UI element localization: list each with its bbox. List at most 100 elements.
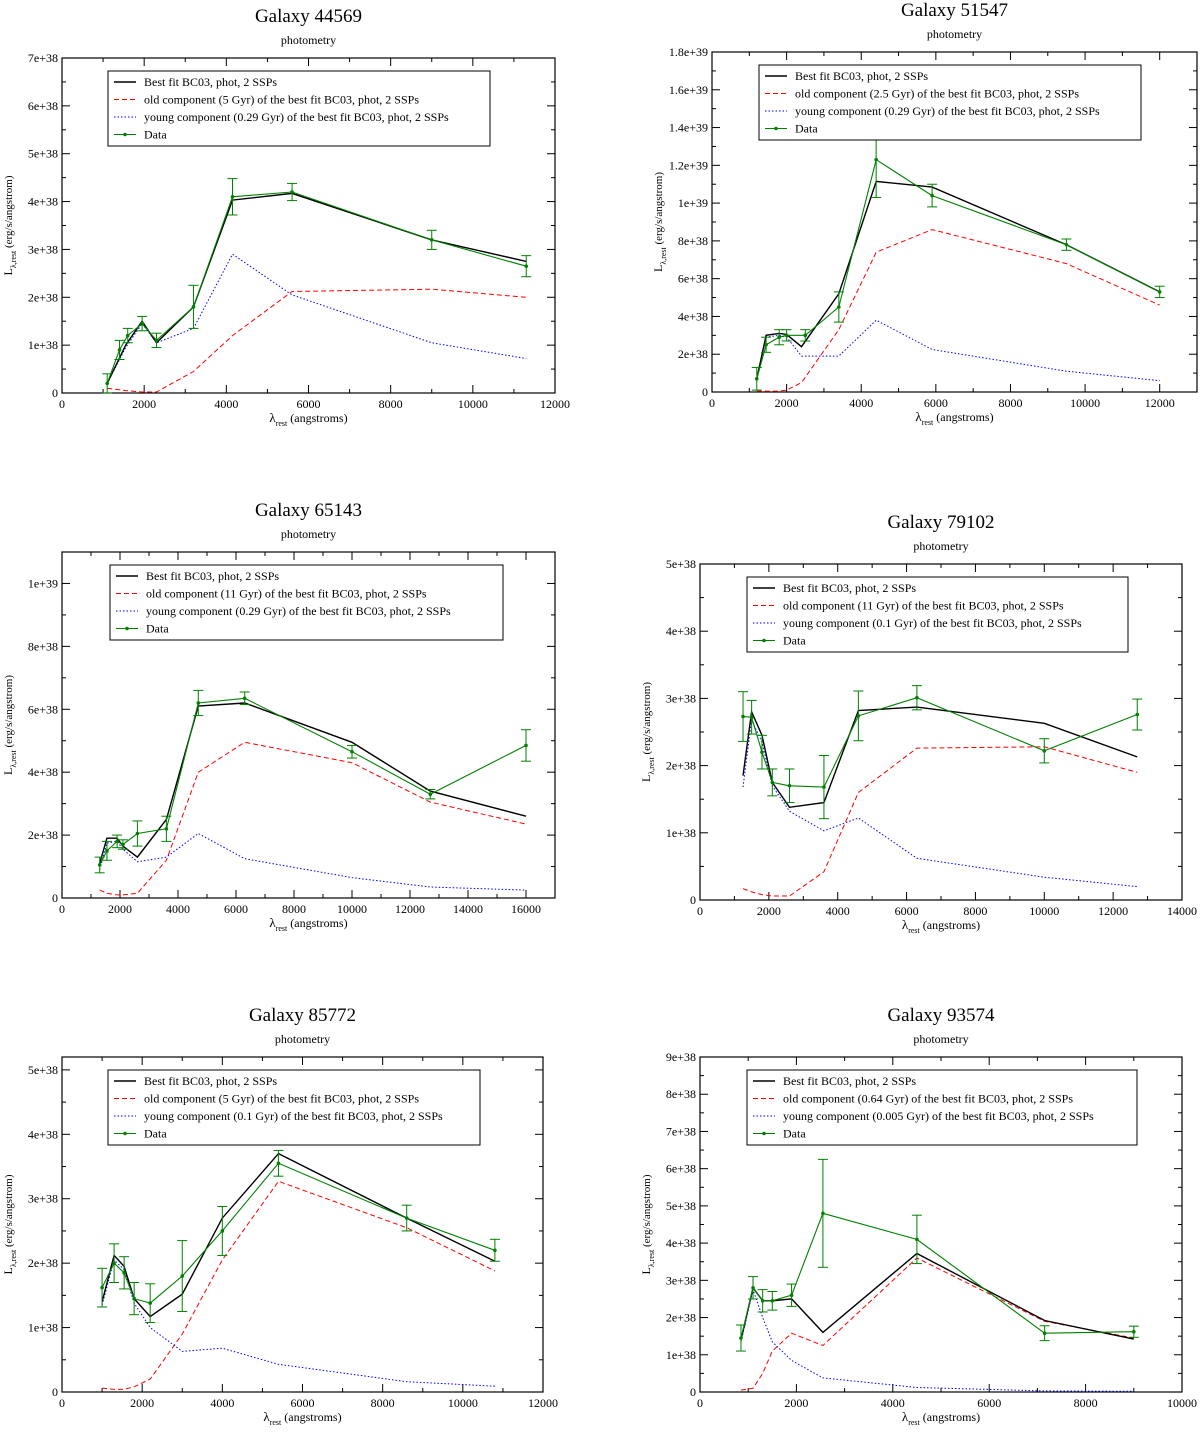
data-point	[915, 1237, 919, 1242]
legend-label: young component (0.1 Gyr) of the best fi…	[783, 616, 1082, 630]
plot-frame	[61, 551, 556, 899]
x-tick-label: 14000	[453, 902, 483, 916]
data-point	[105, 381, 109, 386]
y-tick-label: 9e+38	[666, 1050, 696, 1064]
chart-subtitle: photometry	[913, 1032, 968, 1046]
x-tick-label: 10000	[1029, 904, 1059, 918]
data-point	[803, 333, 808, 338]
chart-panel-5: Galaxy 85772 photometry 0 2000 4000 6000 8000 1…	[1, 1005, 558, 1427]
y-tick-label: 0	[690, 893, 696, 907]
chart-title: Galaxy 79102	[887, 512, 994, 533]
data-point	[770, 1299, 775, 1303]
data-point	[760, 1299, 765, 1303]
y-tick-label: 4e+38	[28, 765, 58, 779]
chart-panel-1: Galaxy 44569 photometry 0 2000 4000 6000 8000 1…	[1, 6, 570, 428]
series-old-component	[740, 1257, 1134, 1391]
series-data	[99, 697, 527, 866]
legend-label: old component (2.5 Gyr) of the best fit …	[795, 87, 1079, 101]
chart-title: Galaxy 51547	[901, 0, 1008, 21]
legend-label: old component (11 Gyr) of the best fit B…	[783, 599, 1064, 613]
x-axis-label: λrest (angstroms)	[269, 915, 347, 933]
chart-panel-3: Galaxy 65143 photometry 0 2000 4000 6000 8000 1…	[1, 500, 556, 933]
legend-box	[758, 64, 1142, 141]
series-best-fit	[106, 192, 527, 384]
series-young-component	[99, 832, 527, 891]
x-axis-label: λrest (angstroms)	[263, 1409, 341, 1427]
legend-label: old component (5 Gyr) of the best fit BC…	[144, 1092, 419, 1106]
legend-label: Best fit BC03, phot, 2 SSPs	[783, 1074, 916, 1088]
legend: Best fit BC03, phot, 2 SSPs old component…	[109, 564, 504, 641]
x-tick-label: 2000	[130, 1396, 154, 1410]
legend-box	[107, 70, 491, 147]
legend-label: Data	[146, 622, 169, 636]
chart-subtitle: photometry	[281, 527, 336, 541]
x-axis-label: λrest (angstroms)	[902, 917, 980, 935]
data-point	[122, 1271, 126, 1275]
data-point	[915, 695, 919, 700]
data-point	[784, 333, 789, 338]
series-data	[756, 158, 1160, 379]
y-tick-label: 7e+38	[28, 51, 58, 65]
legend-label: young component (0.29 Gyr) of the best f…	[795, 104, 1100, 118]
y-tick-label: 3e+38	[666, 1273, 696, 1287]
series-old-component	[756, 229, 1160, 392]
data-point	[749, 715, 754, 720]
legend-marker-data	[774, 126, 778, 131]
data-point	[1132, 1329, 1136, 1334]
legend: Best fit BC03, phot, 2 SSPs old component…	[746, 1069, 1138, 1146]
data-point	[754, 376, 759, 381]
data-point	[787, 783, 792, 788]
x-tick-label: 2000	[132, 397, 156, 411]
y-tick-label: 5e+38	[666, 1199, 696, 1213]
y-tick-label: 1e+38	[28, 1321, 58, 1335]
x-tick-label: 14000	[1167, 904, 1197, 918]
y-tick-label: 1e+38	[666, 826, 696, 840]
y-tick-label: 8e+38	[678, 234, 708, 248]
y-tick-label: 2e+38	[28, 290, 58, 304]
data-point	[112, 1261, 116, 1265]
x-tick-label: 10000	[337, 902, 367, 916]
data-point	[874, 157, 878, 162]
x-tick-label: 0	[59, 902, 65, 916]
x-tick-label: 6000	[224, 902, 248, 916]
y-tick-label: 8e+38	[666, 1087, 696, 1101]
y-tick-label: 0	[690, 1385, 696, 1399]
x-tick-label: 6000	[291, 1396, 315, 1410]
series-old-component	[107, 288, 527, 393]
chart-title: Galaxy 93574	[887, 1005, 995, 1026]
series-old-component	[742, 746, 1138, 897]
y-tick-label: 0	[52, 1385, 58, 1399]
series-young-component	[742, 718, 1138, 888]
data-point	[760, 750, 764, 754]
legend-label: Best fit BC03, phot, 2 SSPs	[144, 75, 277, 89]
legend-label: young component (0.005 Gyr) of the best …	[783, 1109, 1094, 1123]
series-best-fit	[756, 180, 1161, 379]
chart-title: Galaxy 65143	[255, 500, 362, 521]
x-tick-label: 8000	[1074, 1396, 1098, 1410]
x-tick-label: 0	[697, 1396, 703, 1410]
legend-marker-data	[762, 638, 766, 643]
y-axis-label: Lλ,rest (erg/s/angstrom)	[651, 172, 668, 272]
y-tick-label: 6e+38	[678, 272, 708, 286]
legend-label: old component (11 Gyr) of the best fit B…	[146, 587, 427, 601]
series-young-component	[101, 1258, 495, 1387]
data-point	[1135, 712, 1140, 717]
x-tick-label: 10000	[458, 397, 488, 411]
data-point	[191, 305, 196, 309]
series-data	[101, 1162, 496, 1304]
legend-box	[107, 1069, 481, 1146]
y-tick-label: 2e+38	[666, 759, 696, 773]
legend-label: Data	[783, 1127, 806, 1141]
series-young-component	[756, 319, 1160, 382]
chart-subtitle: photometry	[281, 33, 336, 47]
data-point	[148, 1301, 152, 1305]
x-tick-label: 8000	[998, 396, 1022, 410]
y-tick-label: 0	[702, 385, 708, 399]
data-point	[524, 264, 529, 268]
y-tick-label: 3e+38	[666, 691, 696, 705]
data-point	[1157, 290, 1162, 294]
x-tick-label: 2000	[784, 1396, 808, 1410]
data-point	[115, 839, 119, 844]
y-tick-label: 6e+38	[28, 702, 58, 716]
legend-label: old component (0.64 Gyr) of the best fit…	[783, 1092, 1073, 1106]
